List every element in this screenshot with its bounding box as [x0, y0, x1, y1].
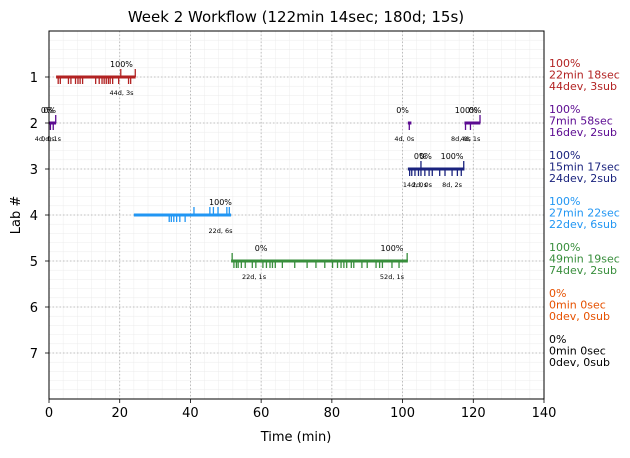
y-tick-label: 1 [30, 71, 38, 86]
y-tick-label: 6 [30, 301, 38, 316]
y-tick-label: 5 [30, 255, 38, 270]
lab-1-annotation: 44d, 3s [109, 89, 134, 97]
lab-1-series: 100% 44d, 3s [56, 60, 136, 97]
y-tick-label: 4 [30, 209, 38, 224]
lab-5-annotation: 22d, 1s [242, 273, 267, 281]
lab-3-annotation: 14d, 0s [403, 181, 428, 189]
lab-5-annotation: 52d, 1s [380, 273, 405, 281]
x-tick-label: 60 [253, 406, 270, 421]
lab-6-summary-line: 0% [549, 287, 566, 300]
lab-2-annotation: 0% [396, 106, 409, 115]
x-tick-label: 20 [111, 406, 128, 421]
lab-5-summary-line: 100% [549, 241, 580, 254]
lab-3-annotation: 100% [441, 152, 464, 161]
lab-3-summary-line: 15min 17sec [549, 161, 620, 174]
lab-4-summary-line: 100% [549, 195, 580, 208]
lab-2-annotation: 8d, 0s [451, 135, 472, 143]
lab-2-annotation: 0% [43, 106, 56, 115]
lab-7-summary-line: 0dev, 0sub [549, 356, 610, 369]
lab-1-summary-line: 22min 18sec [549, 69, 620, 82]
lab-5-series: 0% 22d, 1s 100% 52d, 1s [231, 244, 408, 281]
x-tick-label: 40 [182, 406, 199, 421]
lab-3-annotation: 0% [419, 152, 432, 161]
lab-2-summary-line: 16dev, 2sub [549, 126, 617, 139]
x-axis-label: Time (min) [260, 430, 332, 445]
lab-2-annotation: 0% [41, 106, 54, 115]
x-tick-label: 100 [390, 406, 415, 421]
lab-5-summary-line: 49min 19sec [549, 253, 620, 266]
lab-6-summary-line: 0min 0sec [549, 299, 606, 312]
axes: 0 20 40 60 80 100 120 140 1 2 3 4 5 6 7 [30, 71, 557, 421]
lab-1-annotation: 100% [110, 60, 133, 69]
lab-3-summary-line: 24dev, 2sub [549, 172, 617, 185]
lab-2-annotation: 4d, 0s [394, 135, 415, 143]
x-tick-label: 0 [45, 406, 53, 421]
lab-2-annotation: 4d, 0s [35, 135, 56, 143]
lab-3-annotation: 2d, 0s [412, 181, 433, 189]
lab-4-summary-line: 27min 22sec [549, 207, 620, 220]
lab-2-annotation: 4d, 1s [460, 135, 481, 143]
lab-5-annotation: 100% [381, 244, 404, 253]
y-tick-label: 2 [30, 117, 38, 132]
lab-5-summary-line: 74dev, 2sub [549, 264, 617, 277]
lab-4-summary-line: 22dev, 6sub [549, 218, 617, 231]
lab-3-annotation: 0% [414, 152, 427, 161]
chart-title: Week 2 Workflow (122min 14sec; 180d; 15s… [128, 8, 464, 26]
lab-4-series: 100% 22d, 6s [133, 198, 233, 235]
x-tick-label: 80 [324, 406, 341, 421]
lab-1-summary-line: 44dev, 3sub [549, 80, 617, 93]
x-tick-label: 120 [461, 406, 486, 421]
lab-7-summary-line: 0min 0sec [549, 345, 606, 358]
lab-2-summary-line: 100% [549, 103, 580, 116]
lab-2-summary-line: 7min 58sec [549, 115, 613, 128]
lab-3-summary-line: 100% [549, 149, 580, 162]
lab-2-annotation: 0% [469, 106, 482, 115]
lab-5-annotation: 0% [255, 244, 268, 253]
lab-4-annotation: 22d, 6s [208, 227, 233, 235]
x-tick-label: 140 [532, 406, 557, 421]
lab-7-summary-line: 0% [549, 333, 566, 346]
grid [48, 31, 545, 399]
lab-2-annotation: 0d, 1s [41, 135, 62, 143]
lab-2-annotation: 100% [455, 106, 478, 115]
lab-6-summary-line: 0dev, 0sub [549, 310, 610, 323]
lab-1-summary-line: 100% [549, 57, 580, 70]
lab-3-annotation: 8d, 2s [442, 181, 463, 189]
y-axis-label: Lab # [9, 196, 24, 235]
lab-4-annotation: 100% [209, 198, 232, 207]
y-tick-label: 7 [30, 347, 38, 362]
y-tick-label: 3 [30, 163, 38, 178]
